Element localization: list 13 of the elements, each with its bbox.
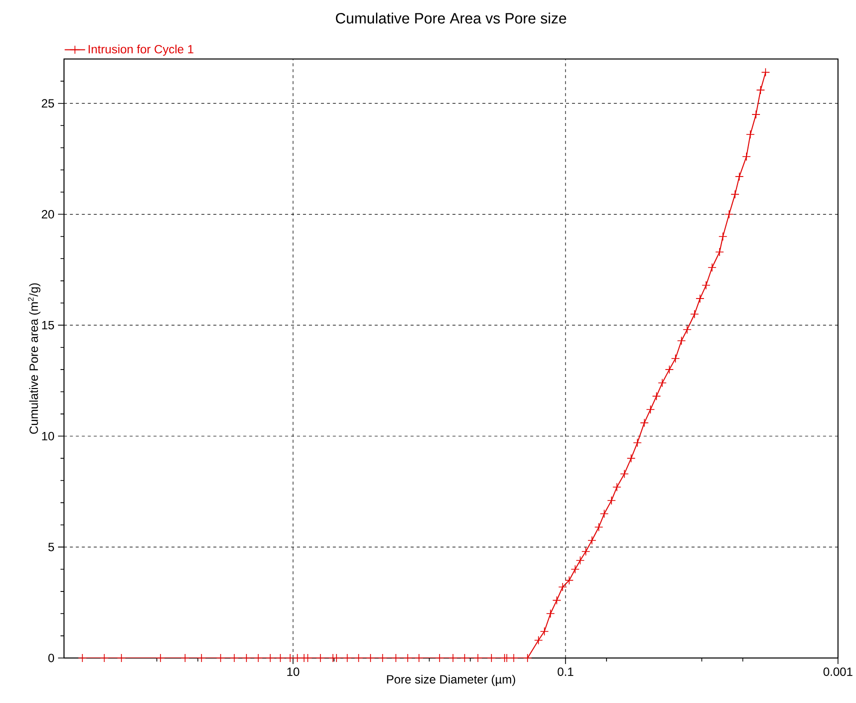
y-axis-title: Cumulative Pore area (m$^{2}$/g) (28, 283, 40, 434)
y-tick-label: 20 (42, 210, 54, 219)
y-tick-label: 25 (42, 99, 54, 108)
x-tick-label: 0.1 (558, 667, 574, 676)
y-tick-label: 10 (42, 432, 54, 440)
y-tick-label: 15 (42, 321, 54, 330)
chart-title: Cumulative Pore Area vs Pore size (336, 12, 566, 24)
x-axis-title: Pore size Diameter (µm) (387, 674, 516, 686)
y-tick-label: 5 (48, 542, 54, 552)
x-tick-label: 0.001 (824, 667, 852, 676)
y-tick-label: 0 (48, 654, 54, 662)
x-tick-label: 10 (287, 667, 300, 676)
legend-label: Intrusion for Cycle 1 (88, 44, 194, 56)
